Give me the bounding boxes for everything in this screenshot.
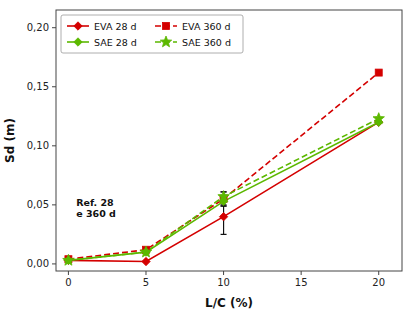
legend: EVA 28 d EVA 360 d SAE 28 d SAE 360 d [61,15,243,53]
y-tick [52,86,56,87]
point [140,246,151,257]
y-tick [52,263,56,264]
x-tick-label: 0 [65,277,71,288]
point [142,257,150,265]
point [218,191,229,202]
legend-box [61,15,243,53]
legend-label: SAE 360 d [182,37,231,48]
series-line [68,119,378,261]
x-tick [145,271,146,275]
x-tick [223,271,224,275]
y-tick-label: 0,05 [27,199,49,210]
series-line [68,122,378,261]
point [63,254,74,265]
x-tick-label: 15 [295,277,308,288]
y-tick [52,145,56,146]
chart: 0 5 10 15 20 0,00 0,05 0,10 0,15 0,20 L/C (%) Sd (m… [0,0,412,315]
legend-swatch-marker [160,36,171,47]
annotation-line: e 360 d [76,208,116,219]
x-tick-label: 10 [217,277,230,288]
legend-label: EVA 28 d [94,21,137,32]
legend-label: SAE 28 d [94,37,137,48]
legend-swatch-marker [163,23,170,30]
y-tick-label: 0,10 [27,140,49,151]
annotation: Ref. 28e 360 d [76,197,116,219]
y-tick-label: 0,20 [27,22,49,33]
x-tick [68,271,69,275]
series-line [68,73,378,260]
plot-frame [56,10,402,271]
y-axis-label: Sd (m) [3,118,17,163]
y-tick [52,27,56,28]
x-axis-label: L/C (%) [205,296,253,310]
y-tick-label: 0,15 [27,81,49,92]
x-tick-label: 20 [372,277,385,288]
series-line [68,122,378,260]
plot-data [63,69,385,266]
point [219,212,227,220]
legend-label: EVA 360 d [182,21,231,32]
x-tick-label: 5 [143,277,149,288]
y-tick [52,204,56,205]
annotation-line: Ref. 28 [76,197,114,208]
x-tick [301,271,302,275]
x-tick [378,271,379,275]
point [375,69,382,76]
legend-swatch-marker [74,38,82,46]
point [373,113,384,124]
error-bar-cap [221,234,227,235]
y-tick-label: 0,00 [27,258,49,269]
legend-swatch-marker [74,22,82,30]
